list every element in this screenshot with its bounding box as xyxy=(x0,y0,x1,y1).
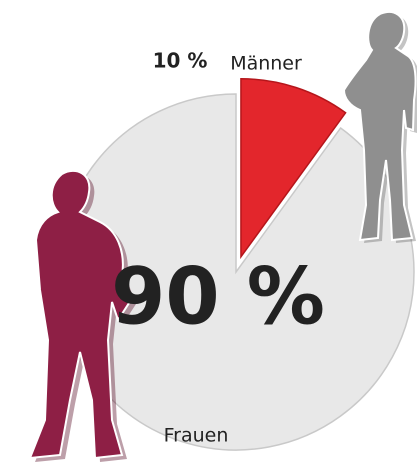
value-label: 10 % xyxy=(153,49,208,73)
category-label: Männer xyxy=(230,53,302,75)
category-label: Frauen xyxy=(164,425,229,447)
value-label: 90 % xyxy=(111,252,325,342)
chart: 10 % Männer 90 % Frauen xyxy=(0,0,417,468)
